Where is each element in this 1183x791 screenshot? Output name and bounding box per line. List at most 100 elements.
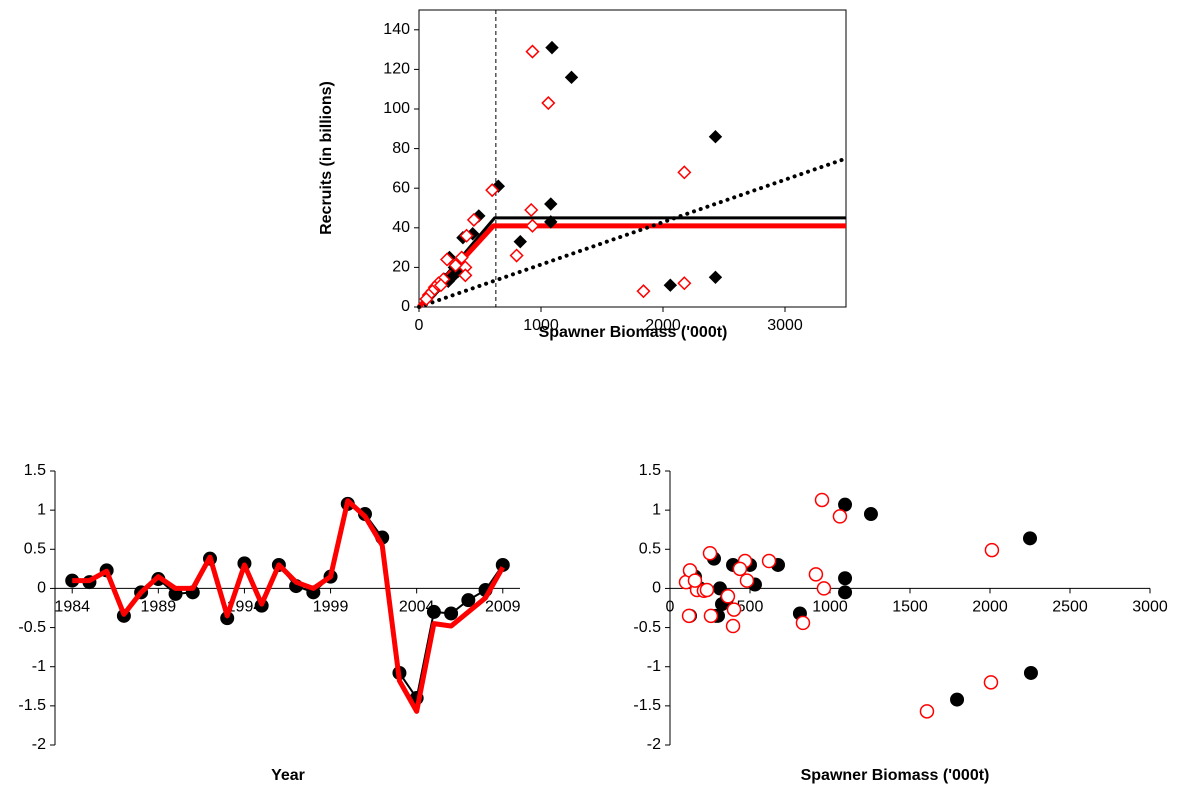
data-point: [636, 284, 651, 299]
y-tick-label: -2: [32, 736, 46, 753]
data-point: [708, 130, 723, 144]
x-tick-label: 1989: [141, 599, 177, 616]
x-tick-label: 2000: [972, 599, 1008, 616]
y-tick-label: -1: [647, 658, 661, 675]
data-point: [814, 492, 830, 508]
y-tick-label: 1.5: [24, 462, 46, 479]
data-point: [663, 278, 678, 292]
x-tick-label: 0: [415, 317, 424, 334]
series-line: [72, 498, 505, 714]
y-tick-label: 0.5: [639, 541, 661, 558]
data-point: [525, 218, 540, 233]
y-tick-label: 0.5: [24, 541, 46, 558]
x-axis-title: Year: [271, 767, 305, 784]
data-point: [485, 183, 500, 198]
y-tick-label: 140: [383, 21, 410, 38]
data-point: [454, 250, 469, 265]
y-tick-label: 1: [652, 501, 661, 518]
data-point: [708, 270, 723, 285]
data-point: [459, 228, 474, 243]
data-point: [541, 95, 556, 111]
data-point: [863, 507, 878, 522]
data-point: [564, 70, 579, 85]
data-point: [739, 573, 755, 588]
y-tick-label: 40: [392, 219, 410, 236]
data-point: [419, 292, 434, 307]
y-tick-label: 100: [383, 100, 410, 117]
data-point: [1023, 531, 1037, 546]
x-tick-label: 2500: [1052, 599, 1088, 616]
x-tick-label: 0: [666, 599, 675, 616]
x-tick-label: 1999: [313, 599, 349, 616]
x-tick-label: 1000: [523, 317, 559, 334]
data-point: [677, 165, 692, 180]
y-tick-label: 1: [37, 501, 46, 518]
x-axis-title: Spawner Biomass ('000t): [539, 324, 728, 341]
x-tick-label: 500: [737, 599, 764, 616]
data-point: [832, 509, 848, 524]
y-tick-label: 20: [392, 259, 410, 276]
x-tick-label: 3000: [1132, 599, 1168, 616]
data-point: [525, 44, 540, 59]
x-tick-label: 3000: [767, 317, 803, 334]
data-point: [983, 675, 999, 690]
data-point: [795, 615, 811, 631]
data-point: [524, 202, 539, 218]
y-tick-label: 120: [383, 61, 410, 78]
data-point: [838, 497, 853, 512]
data-point: [545, 40, 559, 55]
y-tick-label: -2: [647, 736, 661, 753]
data-point: [687, 573, 703, 588]
data-point: [950, 692, 965, 707]
x-tick-label: 1500: [892, 599, 928, 616]
data-point: [1023, 665, 1038, 680]
data-point: [513, 234, 527, 249]
y-tick-label: 60: [392, 179, 410, 196]
data-point: [433, 278, 449, 293]
x-tick-label: 2004: [399, 599, 435, 616]
y-tick-label: 80: [392, 140, 410, 157]
x-tick-label: 1984: [54, 599, 90, 616]
fit-line: [417, 223, 846, 309]
data-point: [426, 604, 441, 619]
data-point: [816, 581, 832, 596]
x-tick-label: 2000: [645, 317, 681, 334]
x-tick-label: 1000: [812, 599, 848, 616]
data-point: [702, 545, 718, 561]
data-point: [448, 258, 463, 273]
y-axis-title: Recruits (in billions): [318, 81, 335, 235]
data-point: [466, 212, 481, 227]
data-point: [720, 589, 736, 604]
data-point: [703, 608, 719, 624]
y-tick-label: 0: [37, 580, 46, 597]
data-point: [439, 252, 455, 267]
data-point: [699, 582, 715, 598]
data-point: [838, 585, 853, 600]
y-tick-label: -1: [32, 658, 46, 675]
data-point: [509, 248, 524, 263]
data-point: [458, 268, 473, 283]
data-point: [461, 593, 476, 608]
data-point: [726, 602, 742, 617]
x-tick-label: 2009: [485, 599, 521, 616]
y-tick-label: -0.5: [18, 619, 46, 636]
data-point: [838, 571, 853, 586]
data-point: [544, 215, 558, 229]
y-tick-label: -1.5: [18, 697, 46, 714]
y-tick-label: 0: [652, 580, 661, 597]
y-tick-label: 1.5: [639, 462, 661, 479]
data-point: [919, 704, 935, 719]
data-point: [681, 608, 697, 624]
data-point: [761, 553, 777, 569]
y-tick-label: -0.5: [633, 619, 661, 636]
y-tick-label: 0: [401, 298, 410, 315]
x-tick-label: 1994: [227, 599, 263, 616]
data-point: [725, 618, 741, 634]
data-point: [544, 197, 558, 211]
data-point: [984, 542, 1000, 558]
plot-frame: [418, 9, 847, 308]
data-point: [808, 567, 824, 582]
data-point: [677, 276, 692, 291]
y-tick-label: -1.5: [633, 697, 661, 714]
